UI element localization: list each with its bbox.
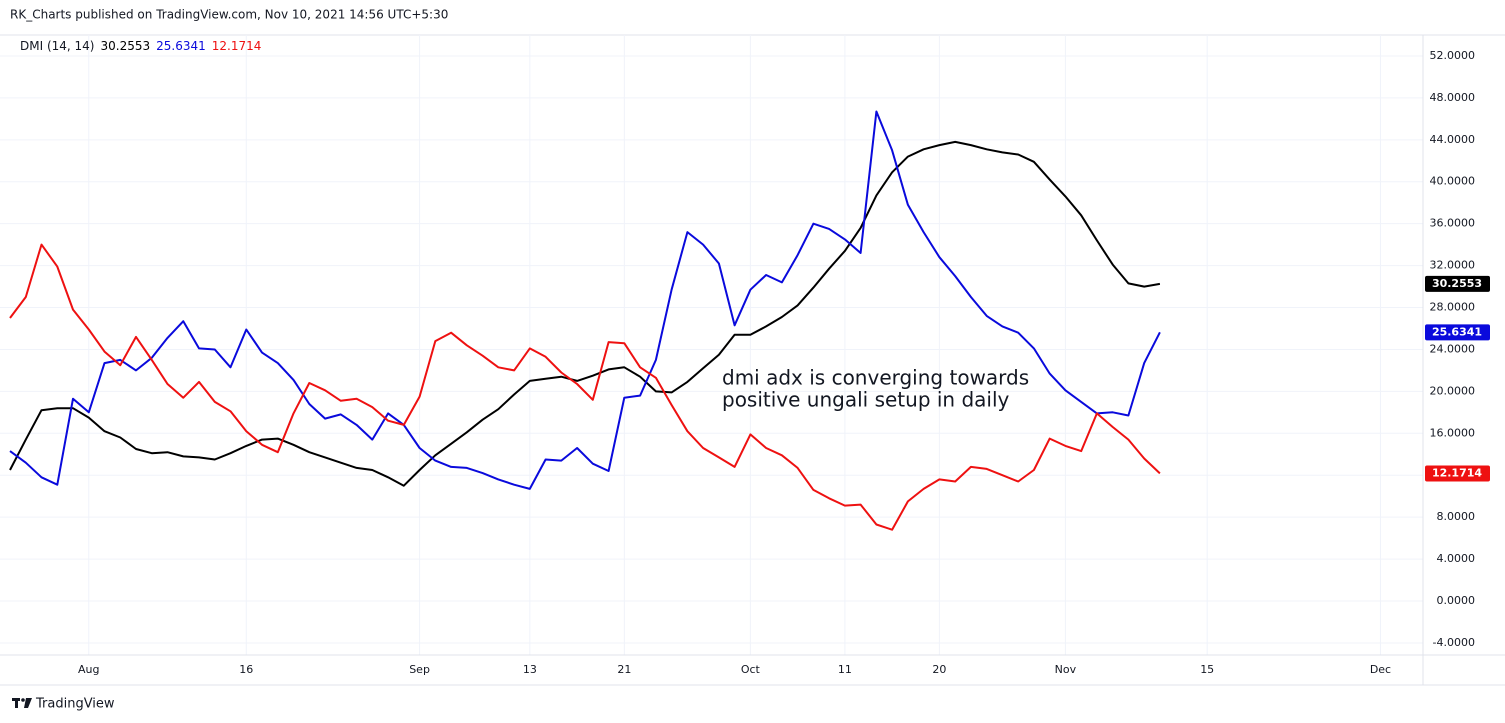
legend: DMI (14, 14) 30.2553 25.6341 12.1714 bbox=[20, 39, 261, 53]
last-value-label: 12.1714 bbox=[1432, 466, 1482, 479]
annotation: dmi adx is converging towards bbox=[722, 366, 1029, 390]
y-tick-label: 32.0000 bbox=[1430, 259, 1476, 272]
y-tick-label: -4.0000 bbox=[1433, 636, 1475, 649]
x-tick-label: Nov bbox=[1055, 663, 1077, 676]
legend-value: 25.6341 bbox=[156, 39, 206, 53]
x-tick-label: 11 bbox=[838, 663, 852, 676]
y-tick-label: 52.0000 bbox=[1430, 49, 1476, 62]
header: RK_Charts published on TradingView.com, … bbox=[10, 8, 448, 22]
x-tick-label: 15 bbox=[1200, 663, 1214, 676]
legend-value: 30.2553 bbox=[100, 39, 150, 53]
x-tick-label: 13 bbox=[523, 663, 537, 676]
y-tick-label: 40.0000 bbox=[1430, 175, 1476, 188]
y-tick-label: 0.0000 bbox=[1437, 594, 1476, 607]
y-tick-label: 8.0000 bbox=[1437, 510, 1476, 523]
x-tick-label: 21 bbox=[617, 663, 631, 676]
legend-value: 12.1714 bbox=[212, 39, 262, 53]
y-tick-label: 36.0000 bbox=[1430, 217, 1476, 230]
y-tick-label: 48.0000 bbox=[1430, 91, 1476, 104]
x-tick-label: 16 bbox=[239, 663, 253, 676]
y-tick-label: 16.0000 bbox=[1430, 426, 1476, 439]
annotation: positive ungali setup in daily bbox=[722, 388, 1010, 412]
last-value-label: 25.6341 bbox=[1432, 325, 1482, 338]
logo-part bbox=[21, 698, 25, 702]
y-tick-label: 4.0000 bbox=[1437, 552, 1476, 565]
y-tick-label: 20.0000 bbox=[1430, 384, 1476, 397]
x-tick-label: Aug bbox=[78, 663, 99, 676]
logo-part bbox=[24, 698, 32, 708]
y-tick-label: 28.0000 bbox=[1430, 301, 1476, 314]
footer: TradingView bbox=[35, 697, 115, 712]
y-tick-label: 24.0000 bbox=[1430, 342, 1476, 355]
x-tick-label: Sep bbox=[409, 663, 430, 676]
indicator-name: DMI (14, 14) bbox=[20, 39, 94, 53]
y-tick-label: 44.0000 bbox=[1430, 133, 1476, 146]
last-value-box bbox=[1425, 465, 1490, 482]
last-value-box bbox=[1425, 324, 1490, 341]
x-tick-label: Dec bbox=[1370, 663, 1391, 676]
series-line bbox=[9, 243, 1161, 531]
last-value-label: 30.2553 bbox=[1432, 277, 1482, 290]
x-tick-label: Oct bbox=[741, 663, 761, 676]
last-value-box bbox=[1425, 275, 1490, 292]
series-line bbox=[9, 140, 1161, 487]
logo-part bbox=[15, 698, 18, 708]
plot bbox=[9, 110, 1161, 531]
series-line bbox=[9, 110, 1161, 490]
logo bbox=[12, 698, 32, 708]
x-tick-label: 20 bbox=[932, 663, 946, 676]
